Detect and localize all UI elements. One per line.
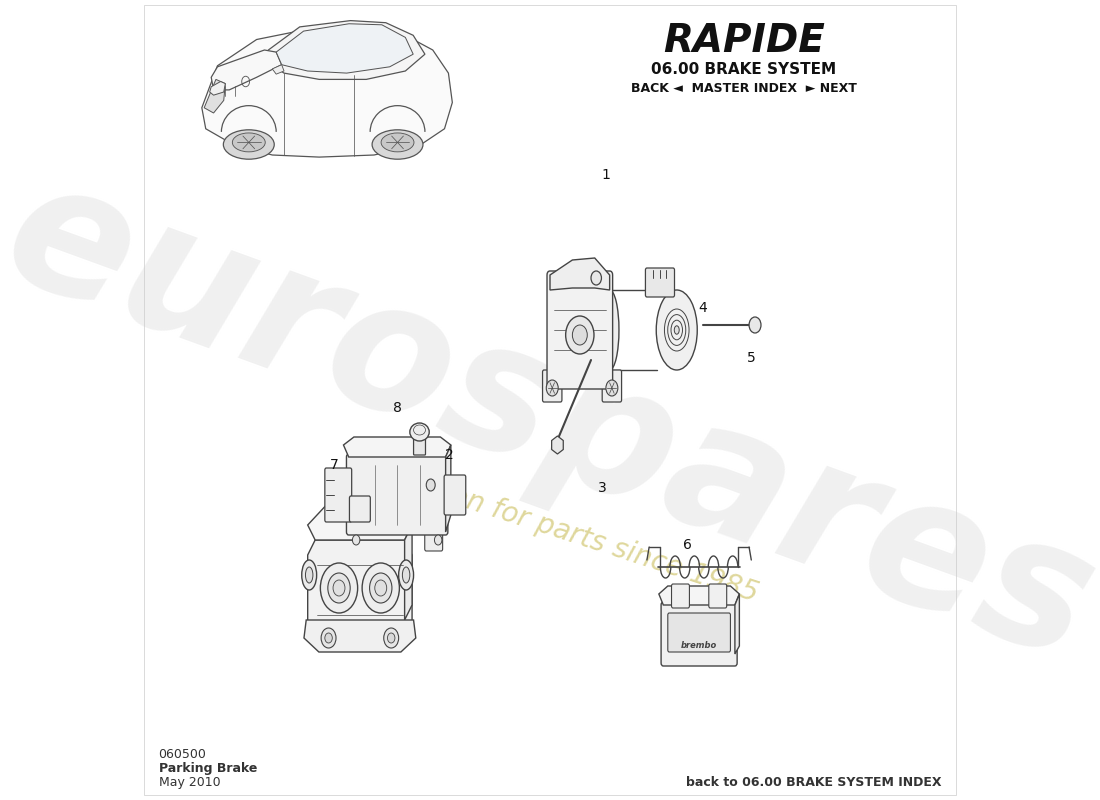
Text: 06.00 BRAKE SYSTEM: 06.00 BRAKE SYSTEM <box>651 62 836 77</box>
Ellipse shape <box>657 290 697 370</box>
Polygon shape <box>308 540 412 635</box>
Circle shape <box>591 271 602 285</box>
Circle shape <box>434 535 442 545</box>
FancyBboxPatch shape <box>661 602 737 666</box>
Text: 4: 4 <box>698 301 707 315</box>
Polygon shape <box>210 82 225 95</box>
Text: BACK ◄  MASTER INDEX  ► NEXT: BACK ◄ MASTER INDEX ► NEXT <box>631 82 857 95</box>
Polygon shape <box>211 50 282 90</box>
Polygon shape <box>308 498 412 540</box>
Polygon shape <box>343 437 451 457</box>
Ellipse shape <box>674 326 679 334</box>
Text: 8: 8 <box>393 401 402 415</box>
FancyBboxPatch shape <box>444 475 465 515</box>
Text: RAPIDE: RAPIDE <box>663 22 825 60</box>
Ellipse shape <box>572 325 587 345</box>
Polygon shape <box>446 445 451 532</box>
Circle shape <box>426 479 436 491</box>
Text: a passion for parts since 1985: a passion for parts since 1985 <box>353 452 761 608</box>
Ellipse shape <box>320 563 358 613</box>
Ellipse shape <box>410 423 429 441</box>
FancyBboxPatch shape <box>668 613 730 652</box>
FancyBboxPatch shape <box>355 529 373 551</box>
Polygon shape <box>551 436 563 454</box>
Text: May 2010: May 2010 <box>158 776 220 789</box>
FancyBboxPatch shape <box>547 271 613 389</box>
Ellipse shape <box>223 130 274 159</box>
Polygon shape <box>264 21 425 79</box>
Ellipse shape <box>328 573 350 603</box>
Polygon shape <box>659 586 739 605</box>
Circle shape <box>384 628 398 648</box>
Text: brembo: brembo <box>681 642 717 650</box>
Ellipse shape <box>403 567 410 583</box>
Ellipse shape <box>306 567 312 583</box>
Polygon shape <box>304 620 416 652</box>
Text: 3: 3 <box>597 481 606 495</box>
Ellipse shape <box>362 563 399 613</box>
Circle shape <box>333 580 345 596</box>
Circle shape <box>547 380 558 396</box>
Ellipse shape <box>381 133 414 152</box>
Polygon shape <box>273 65 284 74</box>
Circle shape <box>352 535 360 545</box>
FancyBboxPatch shape <box>346 454 448 535</box>
Text: 7: 7 <box>329 458 338 472</box>
Text: 5: 5 <box>747 351 756 365</box>
Ellipse shape <box>301 560 317 590</box>
Polygon shape <box>276 24 414 73</box>
Text: 6: 6 <box>683 538 692 552</box>
Text: Parking Brake: Parking Brake <box>158 762 257 775</box>
Ellipse shape <box>601 290 619 370</box>
Ellipse shape <box>370 573 392 603</box>
FancyBboxPatch shape <box>350 496 371 522</box>
Ellipse shape <box>398 560 414 590</box>
Ellipse shape <box>372 130 424 159</box>
Text: eurospares: eurospares <box>0 142 1100 698</box>
Circle shape <box>375 580 387 596</box>
Polygon shape <box>550 258 609 290</box>
Text: 2: 2 <box>446 448 453 462</box>
Text: 060500: 060500 <box>158 748 207 761</box>
FancyBboxPatch shape <box>324 468 352 522</box>
FancyBboxPatch shape <box>542 370 562 402</box>
Ellipse shape <box>232 133 265 152</box>
Circle shape <box>321 628 336 648</box>
FancyBboxPatch shape <box>708 584 727 608</box>
FancyBboxPatch shape <box>671 584 690 608</box>
FancyBboxPatch shape <box>414 437 426 455</box>
Text: back to 06.00 BRAKE SYSTEM INDEX: back to 06.00 BRAKE SYSTEM INDEX <box>686 776 942 789</box>
Circle shape <box>324 633 332 643</box>
Circle shape <box>749 317 761 333</box>
FancyBboxPatch shape <box>602 370 621 402</box>
Polygon shape <box>201 27 452 157</box>
Circle shape <box>387 633 395 643</box>
Circle shape <box>606 380 618 396</box>
FancyBboxPatch shape <box>425 529 442 551</box>
Polygon shape <box>405 525 412 620</box>
Polygon shape <box>205 79 225 113</box>
FancyBboxPatch shape <box>646 268 674 297</box>
Polygon shape <box>735 594 739 654</box>
Ellipse shape <box>565 316 594 354</box>
Text: 1: 1 <box>602 168 610 182</box>
